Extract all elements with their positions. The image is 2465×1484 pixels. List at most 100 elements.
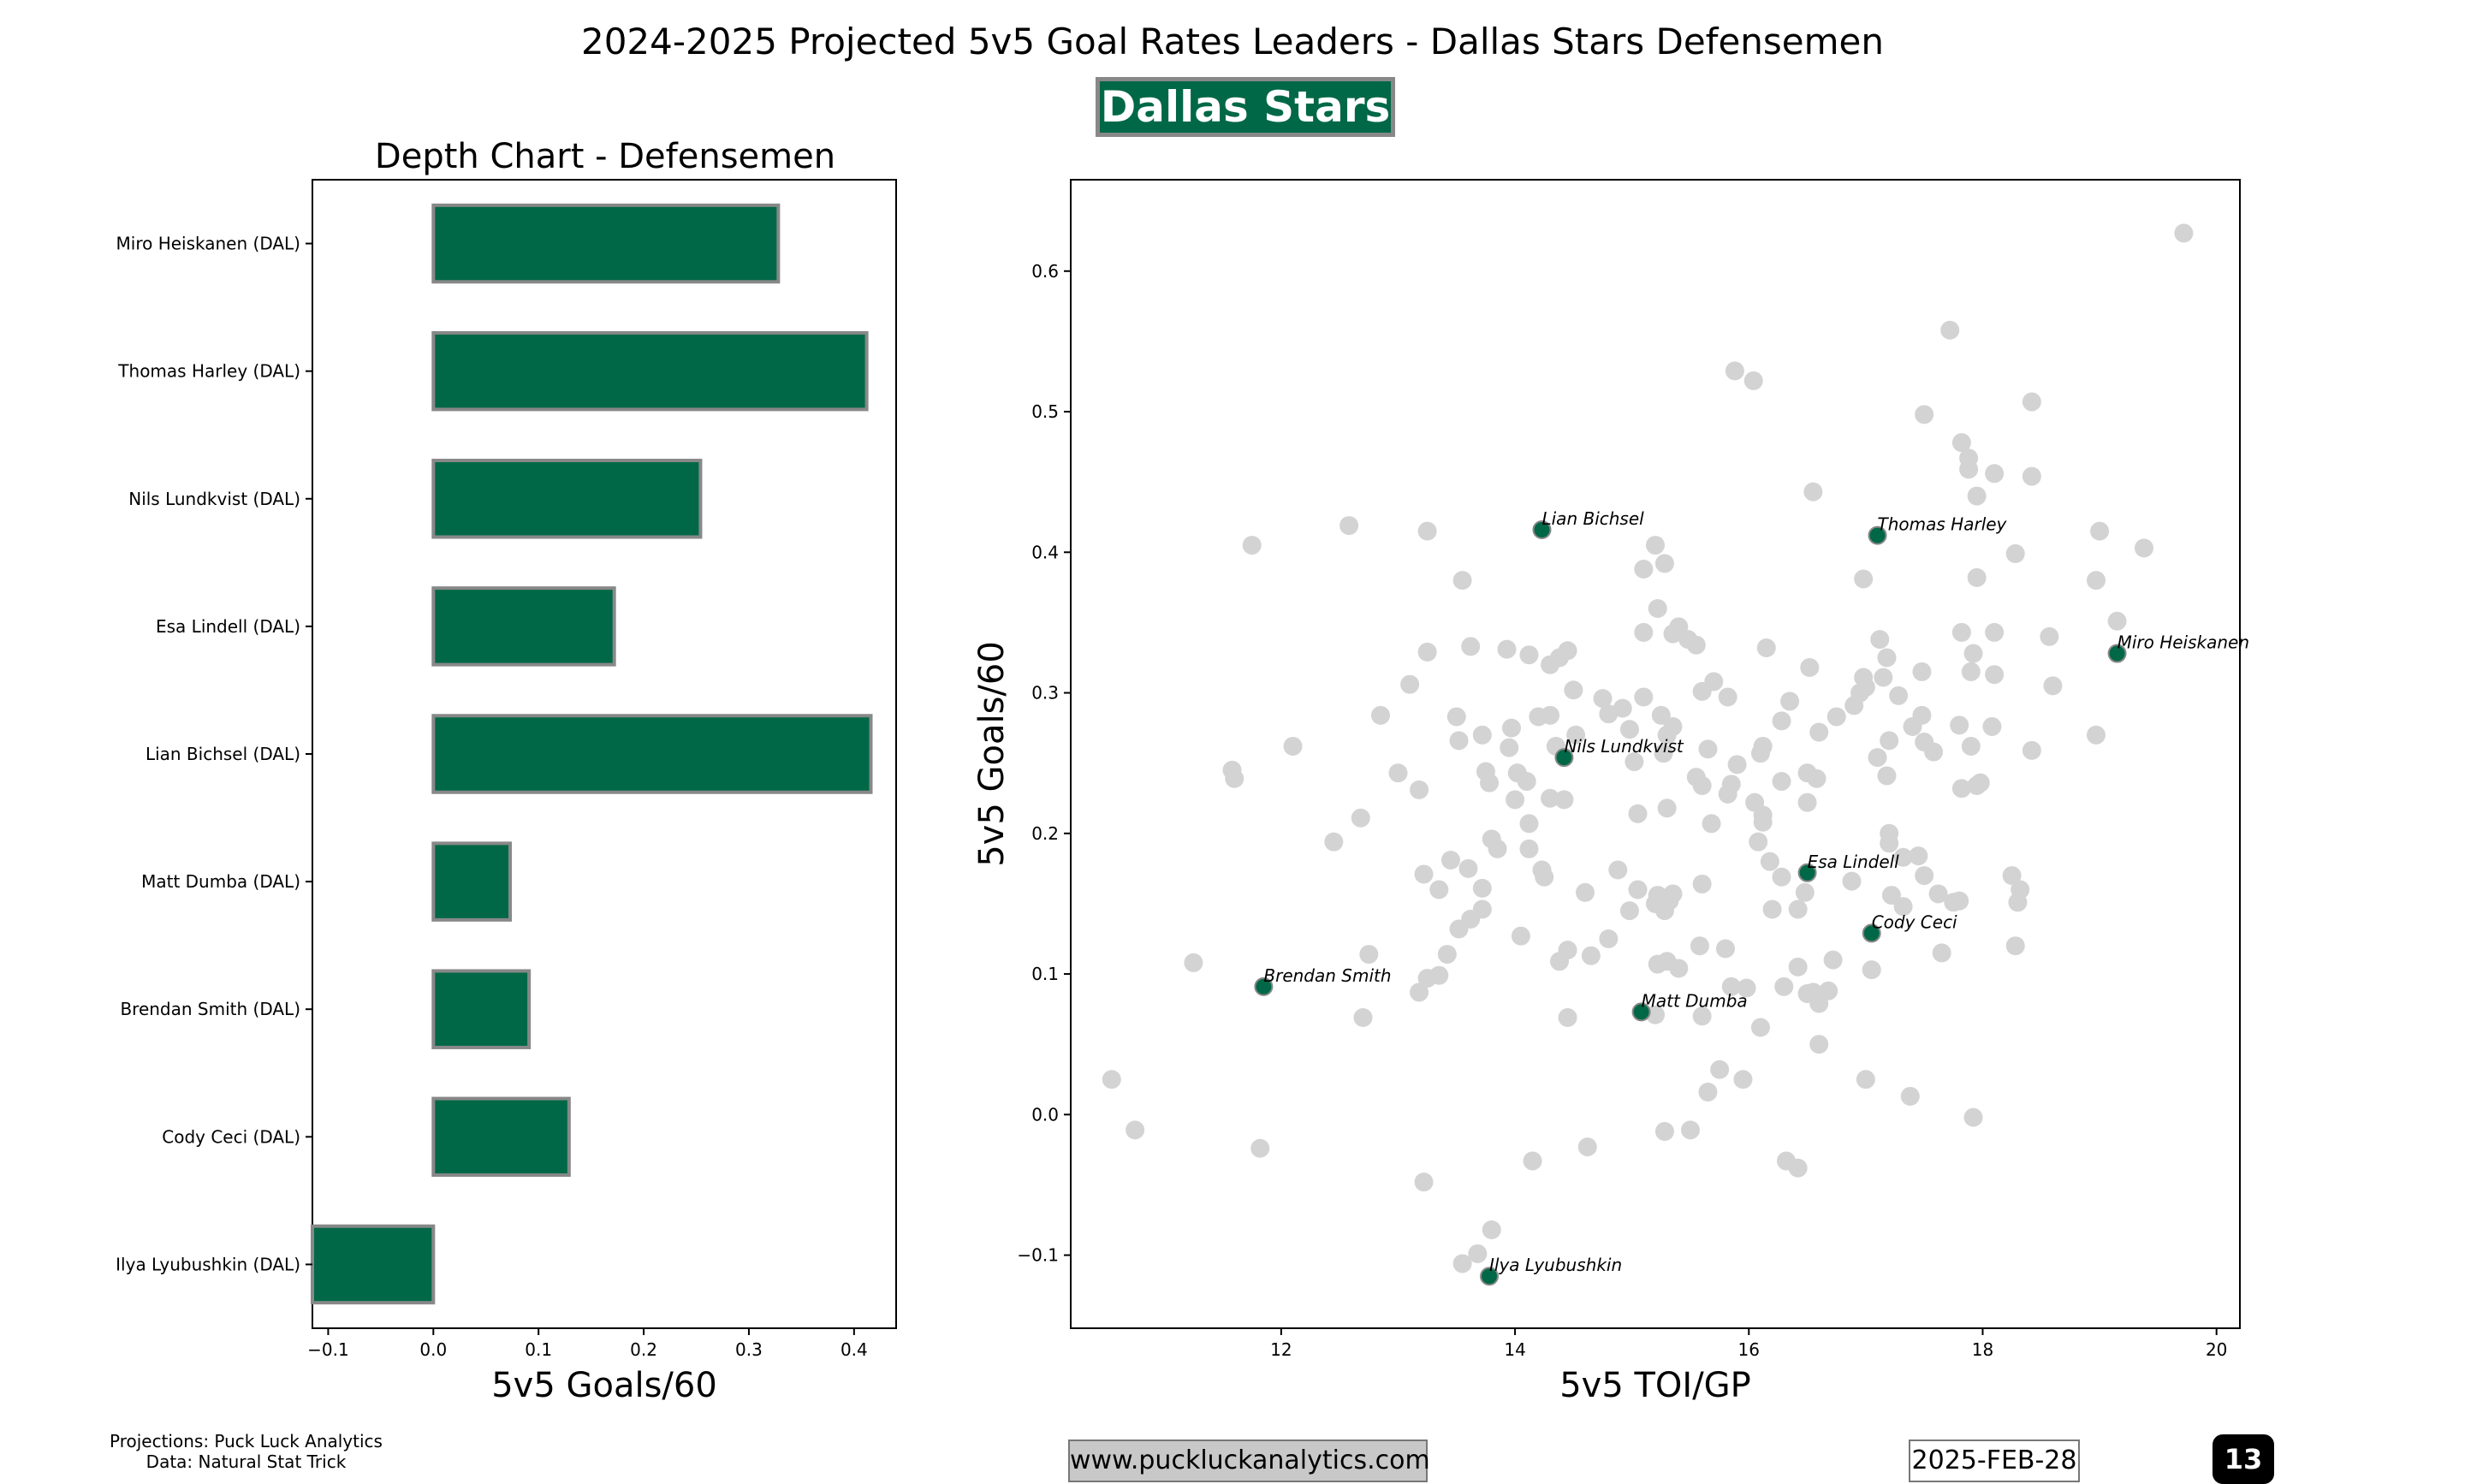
y-tick-label: Brendan Smith (DAL) bbox=[120, 999, 300, 1019]
league-point bbox=[1370, 705, 1390, 725]
league-point bbox=[1809, 722, 1829, 742]
league-point bbox=[1482, 1220, 1501, 1240]
league-point bbox=[1692, 681, 1712, 701]
league-point bbox=[1500, 738, 1519, 757]
league-point bbox=[1541, 655, 1560, 674]
league-point bbox=[1458, 858, 1478, 878]
x-tick-label: 18 bbox=[1972, 1339, 1993, 1360]
league-point bbox=[1654, 554, 1674, 573]
league-point bbox=[2002, 866, 2022, 886]
league-point bbox=[1452, 1254, 1472, 1273]
league-point bbox=[1698, 1083, 1718, 1102]
highlight-label: Ilya Lyubushkin bbox=[1489, 1255, 1622, 1275]
league-point bbox=[2005, 936, 2025, 956]
league-point bbox=[1985, 622, 2005, 642]
league-point bbox=[1554, 790, 1574, 810]
league-point bbox=[1756, 638, 1776, 657]
league-point bbox=[1807, 769, 1826, 788]
highlight-point-brendan-smith bbox=[1254, 976, 1274, 996]
league-point bbox=[1889, 686, 1909, 705]
credits-data: Data: Natural Stat Trick bbox=[146, 1451, 347, 1472]
league-point bbox=[1501, 718, 1521, 738]
league-point bbox=[1780, 692, 1800, 711]
scatter-chart: Miro Heiskanen Thomas Harley Lian Bichsel N… bbox=[972, 179, 2249, 1405]
highlight-point-thomas-harley bbox=[1868, 525, 1887, 545]
highlight-label: Esa Lindell bbox=[1808, 852, 1900, 872]
league-point bbox=[1669, 959, 1689, 978]
league-point bbox=[1184, 953, 1203, 972]
league-point bbox=[1634, 622, 1654, 642]
y-tick-label: 0.0 bbox=[1031, 1104, 1059, 1125]
league-point bbox=[1692, 1006, 1712, 1026]
league-point bbox=[2005, 543, 2025, 563]
x-tick-label: 0.1 bbox=[525, 1339, 552, 1360]
league-point bbox=[1648, 598, 1667, 618]
league-point bbox=[1646, 536, 1665, 555]
bar-ilya-lyubushkin bbox=[311, 1224, 436, 1305]
league-point bbox=[1519, 814, 1539, 834]
page-number-badge: 13 bbox=[2213, 1434, 2274, 1484]
x-tick-label: 16 bbox=[1738, 1339, 1760, 1360]
league-point bbox=[1749, 832, 1768, 852]
league-point bbox=[1242, 536, 1262, 555]
league-point bbox=[1874, 668, 1893, 687]
league-point bbox=[1497, 639, 1517, 659]
bar-chart-title: Depth Chart - Defensemen bbox=[375, 137, 835, 176]
league-point bbox=[1414, 864, 1434, 884]
league-point bbox=[1692, 775, 1712, 795]
x-tick-label: 12 bbox=[1270, 1339, 1292, 1360]
league-point bbox=[1581, 946, 1601, 965]
league-point bbox=[1774, 976, 1794, 996]
x-tick-label: 0.0 bbox=[419, 1339, 447, 1360]
league-point bbox=[1963, 644, 1983, 663]
bar-cody-ceci bbox=[431, 1096, 571, 1178]
league-point bbox=[1982, 716, 2002, 736]
league-point bbox=[1351, 808, 1370, 828]
league-point bbox=[1593, 689, 1613, 709]
league-point bbox=[1417, 521, 1437, 541]
league-point bbox=[1788, 957, 1808, 976]
league-point bbox=[1619, 901, 1639, 921]
league-point bbox=[1461, 637, 1481, 656]
league-point bbox=[1646, 1005, 1665, 1024]
league-point bbox=[1753, 736, 1773, 756]
league-point bbox=[1928, 884, 1948, 904]
league-point bbox=[1750, 1018, 1770, 1037]
y-tick-label: Ilya Lyubushkin (DAL) bbox=[116, 1254, 300, 1274]
bar-thomas-harley bbox=[431, 330, 869, 412]
league-point bbox=[2134, 538, 2153, 558]
league-point bbox=[1710, 1060, 1730, 1079]
y-tick-label: Matt Dumba (DAL) bbox=[141, 871, 300, 892]
league-point bbox=[1225, 769, 1244, 788]
depth-chart: Miro Heiskanen (DAL) Thomas Harley (DAL) N… bbox=[116, 179, 897, 1405]
league-point bbox=[1339, 516, 1359, 536]
y-tick-label: 0.1 bbox=[1031, 964, 1059, 984]
league-point bbox=[1519, 645, 1539, 665]
league-point bbox=[2086, 571, 2106, 591]
y-tick-label: Nils Lundkvist (DAL) bbox=[128, 489, 300, 509]
league-point bbox=[1417, 642, 1437, 662]
team-badge: Dallas Stars bbox=[1096, 77, 1395, 137]
league-point bbox=[1721, 976, 1741, 996]
league-point bbox=[1449, 731, 1469, 751]
league-point bbox=[1788, 1158, 1808, 1178]
league-point bbox=[1566, 725, 1586, 745]
league-point bbox=[1737, 978, 1756, 998]
league-point bbox=[1870, 630, 1890, 650]
league-point bbox=[1893, 897, 1913, 917]
league-point bbox=[1468, 1244, 1488, 1263]
league-point bbox=[2107, 611, 2127, 631]
x-tick-label: 14 bbox=[1504, 1339, 1525, 1360]
league-point bbox=[1856, 1070, 1875, 1089]
league-point bbox=[1951, 779, 1971, 798]
league-point bbox=[1625, 752, 1644, 772]
league-point bbox=[2022, 466, 2041, 486]
bar-miro-heiskanen bbox=[431, 203, 781, 284]
league-point bbox=[1772, 867, 1791, 887]
league-point bbox=[1692, 874, 1712, 893]
league-point bbox=[1680, 1120, 1700, 1140]
website-label: www.puckluckanalytics.com bbox=[1068, 1439, 1430, 1482]
league-point bbox=[1250, 1138, 1270, 1158]
league-point bbox=[1823, 950, 1843, 970]
highlight-label: Thomas Harley bbox=[1878, 514, 2008, 535]
